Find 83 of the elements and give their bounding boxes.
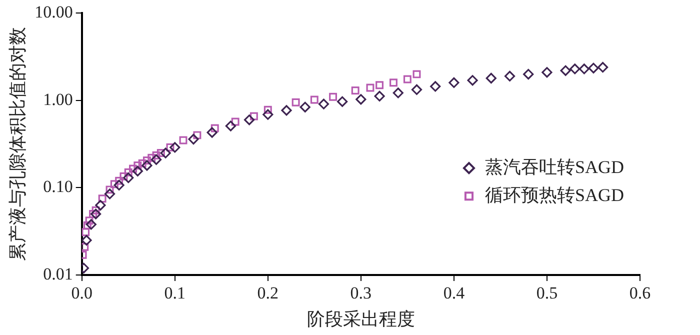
point [83, 221, 92, 230]
y-tick-label: 0.01 [43, 264, 73, 284]
point [150, 154, 162, 165]
point [560, 65, 571, 76]
point [120, 172, 128, 180]
point [376, 81, 384, 90]
x-tick-label: 0.0 [71, 284, 92, 303]
point [134, 161, 142, 170]
y-tick-label: 10.00 [34, 2, 73, 22]
point [542, 67, 552, 78]
point [82, 228, 90, 236]
point [86, 219, 96, 230]
point [588, 62, 599, 74]
point [104, 188, 116, 200]
point [95, 200, 106, 211]
point [123, 172, 134, 184]
x-tick-label: 0.6 [629, 284, 651, 303]
point [250, 112, 258, 120]
point [411, 84, 422, 95]
x-tick-label: 0.5 [536, 284, 558, 303]
point [403, 75, 412, 84]
point [106, 186, 114, 194]
point [85, 216, 94, 225]
point [578, 64, 590, 74]
legend-label: 蒸汽吞吐转SAGD [484, 156, 624, 177]
point [390, 78, 398, 87]
point [281, 105, 292, 116]
point [225, 120, 236, 132]
point [124, 168, 132, 176]
point [156, 149, 165, 157]
legend-label: 循环预热转SAGD [484, 184, 624, 205]
point [138, 159, 146, 168]
point [262, 109, 274, 120]
point [179, 136, 188, 144]
point [351, 86, 360, 95]
point [430, 81, 441, 92]
point [82, 234, 92, 246]
point [170, 142, 180, 153]
x-tick-label: 0.4 [443, 284, 466, 303]
point [129, 164, 137, 173]
point [110, 180, 118, 188]
point [356, 94, 366, 105]
point [206, 127, 218, 138]
point [98, 194, 106, 203]
point [82, 242, 89, 251]
point [148, 154, 156, 162]
point [467, 75, 478, 86]
point [160, 148, 171, 158]
point [392, 88, 404, 98]
x-tick-label: 0.1 [164, 284, 186, 303]
x-axis-title: 阶段采出程度 [306, 308, 415, 329]
point [142, 160, 152, 171]
y-tick-label: 1.00 [43, 90, 73, 109]
point [231, 118, 240, 126]
point [570, 64, 580, 74]
y-axis-title: 累产液与孔隙体积比值的对数 [8, 27, 28, 262]
point [264, 106, 272, 114]
point [166, 143, 174, 152]
point [523, 68, 534, 80]
point [486, 72, 496, 84]
point [90, 208, 102, 220]
point [188, 134, 199, 144]
y-tick-label: 0.10 [43, 177, 73, 196]
point [292, 98, 300, 106]
point [310, 96, 318, 104]
point [318, 98, 330, 110]
point [504, 70, 516, 82]
x-tick-label: 0.2 [257, 284, 279, 303]
point [337, 96, 348, 107]
point [329, 92, 337, 101]
point [300, 102, 310, 112]
point [244, 114, 255, 126]
point [114, 180, 124, 190]
x-tick-label: 0.3 [350, 284, 372, 303]
point [374, 90, 385, 102]
point [115, 176, 124, 185]
point [597, 62, 608, 73]
point [132, 166, 143, 176]
point [448, 77, 460, 88]
point [142, 156, 151, 165]
point [366, 84, 374, 92]
point [412, 70, 421, 78]
point [152, 151, 160, 160]
